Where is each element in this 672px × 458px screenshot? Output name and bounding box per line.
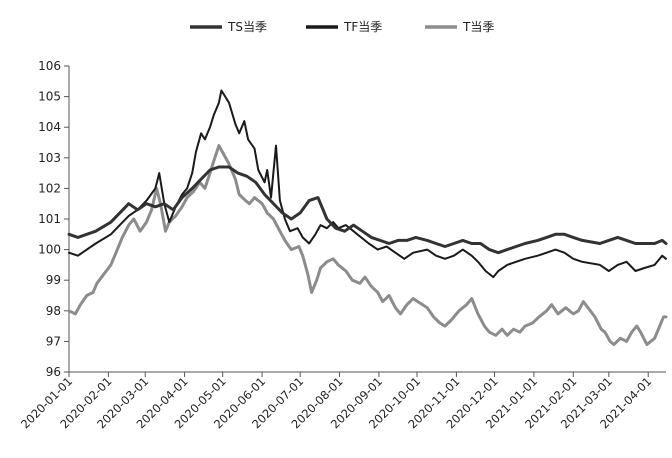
y-tick-label: 96 <box>46 365 61 379</box>
y-tick-label: 106 <box>38 59 61 73</box>
legend: TS当季 TF当季 T当季 <box>190 20 494 34</box>
y-axis: 96 97 98 99 100 101 102 103 104 105 106 <box>38 59 70 379</box>
y-tick-label: 105 <box>38 90 61 104</box>
y-tick-label: 100 <box>38 243 61 257</box>
legend-label-1: TF当季 <box>343 20 382 34</box>
legend-label-0: TS当季 <box>227 20 267 34</box>
series-line-1 <box>68 89 667 279</box>
y-tick-label: 97 <box>46 334 61 348</box>
y-tick-label: 98 <box>46 304 61 318</box>
y-tick-label: 103 <box>38 151 61 165</box>
y-tick-label: 101 <box>38 212 61 226</box>
series-layer <box>67 89 668 346</box>
y-tick-label: 99 <box>46 273 61 287</box>
legend-label-2: T当季 <box>462 20 494 34</box>
x-axis: 2020-01-012020-02-012020-03-012020-04-01… <box>18 371 666 431</box>
y-tick-label: 104 <box>38 120 61 134</box>
series-line-2 <box>67 144 668 346</box>
series-line-0 <box>67 165 668 255</box>
y-tick-label: 102 <box>38 181 61 195</box>
